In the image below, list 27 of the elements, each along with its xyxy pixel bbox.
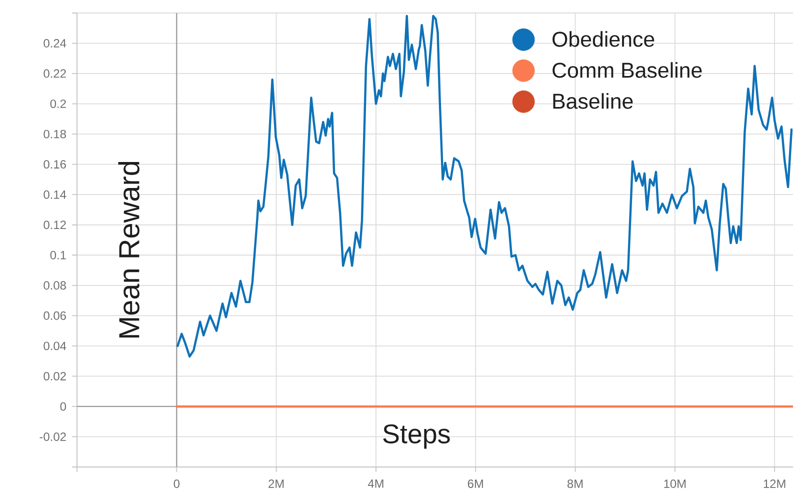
y-tick-label: 0.24	[44, 39, 66, 48]
y-tick-label: 0.18	[44, 130, 66, 138]
x-tick-label: 12M	[764, 480, 786, 488]
x-tick-label: 6M	[468, 480, 483, 488]
y-tick-label: 0.22	[44, 69, 66, 78]
legend-label: Comm Baseline	[552, 62, 702, 78]
y-tick-label: 0.16	[44, 160, 66, 169]
x-tick-label: 10M	[664, 480, 686, 488]
y-tick-label: 0.1	[50, 250, 66, 260]
y-tick-label: 0.02	[44, 372, 66, 380]
y-axis-title: Mean Reward	[118, 162, 140, 338]
y-tick-label: 0.04	[44, 342, 66, 350]
y-tick-label: 0	[60, 402, 66, 411]
y-tick-label: 0.12	[44, 220, 66, 230]
x-tick-label: 4M	[368, 480, 384, 488]
x-tick-label: 2M	[268, 480, 284, 488]
legend-label: Baseline	[553, 93, 633, 109]
x-axis-title: Steps	[383, 424, 450, 449]
y-tick-label: 0.06	[44, 311, 66, 320]
x-tick-label: 8M	[567, 480, 583, 488]
y-tick-label: 0.14	[44, 190, 66, 199]
y-tick-label: 0.08	[44, 281, 66, 290]
legend-label: Obedience	[552, 31, 654, 47]
line-series	[176, 14, 793, 358]
x-tick-label: 0	[174, 480, 180, 488]
y-tick-label: -0.02	[40, 432, 66, 441]
y-tick-label: 0.2	[50, 100, 66, 108]
